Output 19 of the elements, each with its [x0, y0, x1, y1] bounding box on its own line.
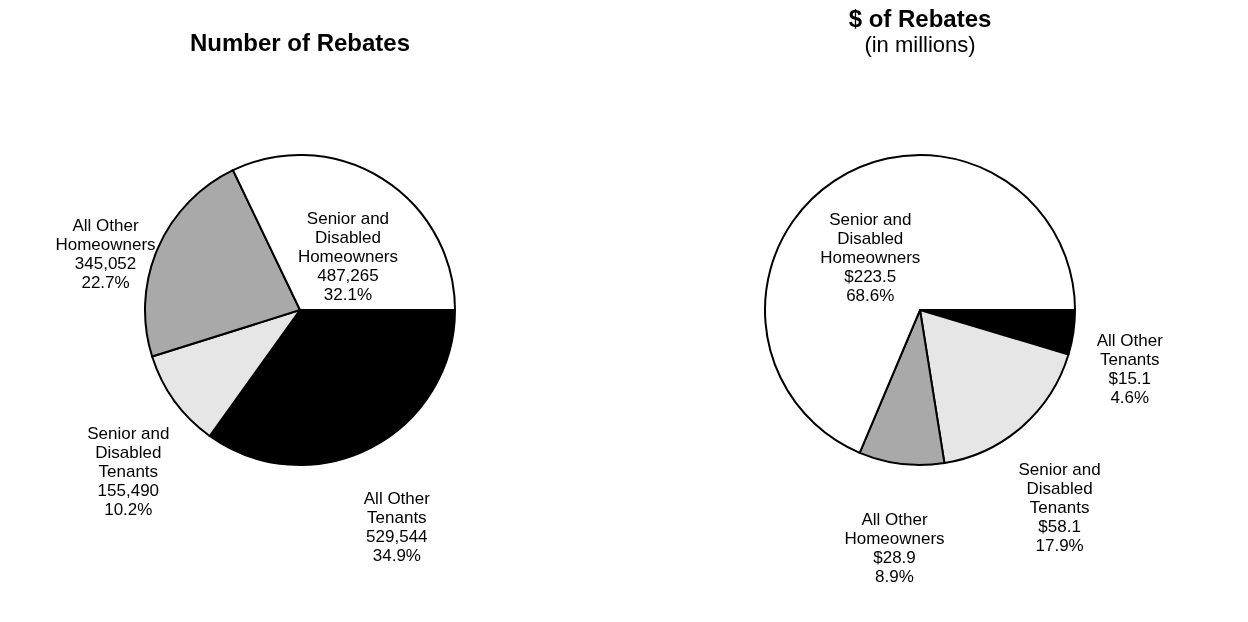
slice-label: Senior and Disabled Homeowners	[820, 210, 921, 267]
slice-label: All Other Homeowners	[844, 510, 945, 549]
data-label: $58.1 17.9%	[1035, 516, 1084, 555]
data-label: 345,052 22.7%	[74, 253, 137, 292]
data-label: 529,544 34.9%	[366, 526, 428, 565]
chart-title: $ of Rebates	[848, 5, 992, 32]
data-label: $223.5 68.6%	[844, 267, 897, 305]
slice-label: Senior and Disabled Homeowners	[297, 208, 399, 266]
slice-label: All Other Tenants	[363, 488, 431, 527]
data-label: $28.9 8.9%	[873, 548, 916, 587]
data-label: 155,490 10.2%	[97, 481, 160, 520]
data-label: 487,265 32.1%	[317, 265, 379, 304]
slice-label: All Other Tenants	[1096, 330, 1164, 369]
data-label: $15.1 4.6%	[1108, 368, 1152, 407]
slice-label: Senior and Disabled Tenants	[87, 424, 170, 482]
slice-label: All Other Homeowners	[55, 215, 156, 254]
chart-subtitle: (in millions)	[864, 32, 976, 57]
slice-label: Senior and Disabled Tenants	[1018, 459, 1101, 517]
chart-title: Number of Rebates	[189, 29, 411, 56]
